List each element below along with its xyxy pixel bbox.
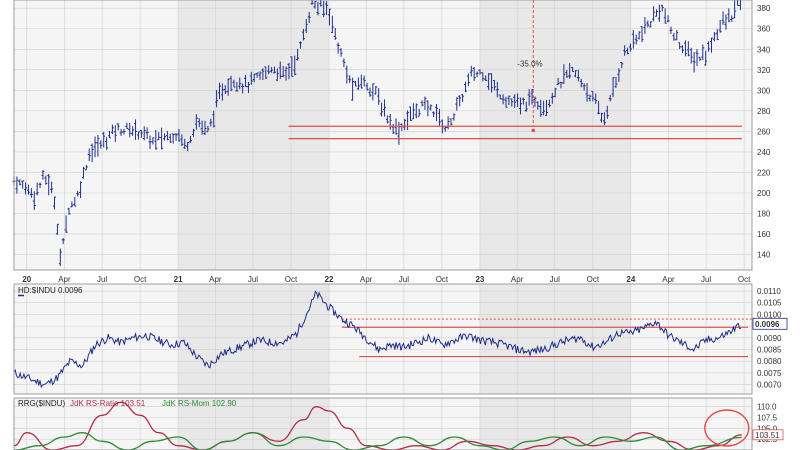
price-y-tick-label: 180 (757, 210, 771, 219)
x-axis-label: Apr (360, 275, 373, 284)
x-axis-label: Oct (738, 275, 751, 284)
x-axis-label: Apr (58, 275, 71, 284)
ratio-panel-year-band (630, 284, 752, 394)
ratio-y-tick-label: 0.0075 (757, 369, 782, 378)
price-y-tick-label: 380 (757, 4, 771, 13)
rrg-panel-year-band (630, 398, 752, 450)
price-y-tick-label: 360 (757, 25, 771, 34)
drawdown-annotation: -35.0% (517, 60, 542, 69)
x-axis-label: Apr (209, 275, 222, 284)
price-y-tick-label: 160 (757, 230, 771, 239)
rrg-rs-ratio-line (13, 401, 742, 450)
rrg-legend-ratio: JdK RS-Ratio 103.51 (70, 399, 146, 408)
ratio-y-tick-label: 0.0080 (757, 357, 782, 366)
ratio-y-tick-label: 0.0105 (757, 299, 782, 308)
rrg-panel-year-band (329, 398, 480, 450)
price-y-tick-label: 200 (757, 189, 771, 198)
ratio-y-tick-label: 0.0100 (757, 310, 782, 319)
price-y-tick-label: 260 (757, 127, 771, 136)
ratio-y-tick-label: 0.0110 (757, 287, 781, 296)
rrg-legend-title: RRG($INDU) (18, 399, 65, 408)
x-axis-label: Oct (134, 275, 147, 284)
drawdown-arrow-head (531, 128, 536, 133)
rrg-panel-frame (13, 397, 753, 450)
ratio-last-value-tag (752, 317, 788, 330)
x-axis-label: 22 (325, 275, 334, 284)
price-panel-year-band (329, 0, 480, 270)
x-axis-label: Jul (550, 275, 560, 284)
price-panel-frame (13, 0, 753, 271)
ratio-last-value-label: 0.0096 (755, 320, 780, 329)
x-axis-label: 20 (22, 275, 31, 284)
x-axis-label: 24 (626, 275, 635, 284)
ratio-panel-year-band (14, 284, 179, 394)
rrg-y-tick-label: 110.0 (757, 403, 777, 412)
ratio-y-tick-label: 0.0085 (757, 346, 782, 355)
x-axis-label: Jul (248, 275, 258, 284)
x-axis-label: Jul (97, 275, 107, 284)
price-y-tick-label: 300 (757, 86, 771, 95)
x-axis-label: 21 (174, 275, 183, 284)
price-y-tick-label: 280 (757, 107, 771, 116)
ratio-panel-year-band (329, 284, 480, 394)
ratio-panel-frame (13, 283, 753, 395)
price-y-tick-label: 220 (757, 168, 771, 177)
x-axis-label: Apr (511, 275, 524, 284)
x-axis-label: Oct (436, 275, 449, 284)
price-y-tick-label: 340 (757, 45, 771, 54)
x-axis-label: Oct (587, 275, 600, 284)
price-y-tick-label: 320 (757, 66, 771, 75)
price-y-tick-label: 140 (757, 251, 771, 260)
rrg-legend-mom: JdK RS-Mom 102.90 (162, 399, 237, 408)
x-axis-label: Apr (662, 275, 675, 284)
price-panel-year-band (630, 0, 752, 270)
x-axis-label: Jul (399, 275, 409, 284)
ratio-y-tick-label: 0.0090 (757, 334, 782, 343)
ratio-y-tick-label: 0.0070 (757, 381, 782, 390)
price-series-hd (12, 0, 741, 266)
x-axis-label: 23 (475, 275, 484, 284)
rrg-y-tick-label: 107.5 (757, 414, 778, 423)
rrg-y-tick-label: 105.0 (757, 424, 778, 433)
price-y-tick-label: 240 (757, 148, 771, 157)
ratio-series-line (13, 290, 741, 389)
x-axis-label: Oct (285, 275, 298, 284)
price-panel-year-band (14, 0, 179, 270)
rrg-last-value-label: 103.51 (755, 431, 780, 440)
ratio-legend: HD:$INDU 0.0096 (18, 286, 83, 295)
x-axis-label: Jul (701, 275, 711, 284)
rrg-last-value-tag (752, 429, 784, 441)
rrg-highlight-circle (704, 409, 750, 447)
